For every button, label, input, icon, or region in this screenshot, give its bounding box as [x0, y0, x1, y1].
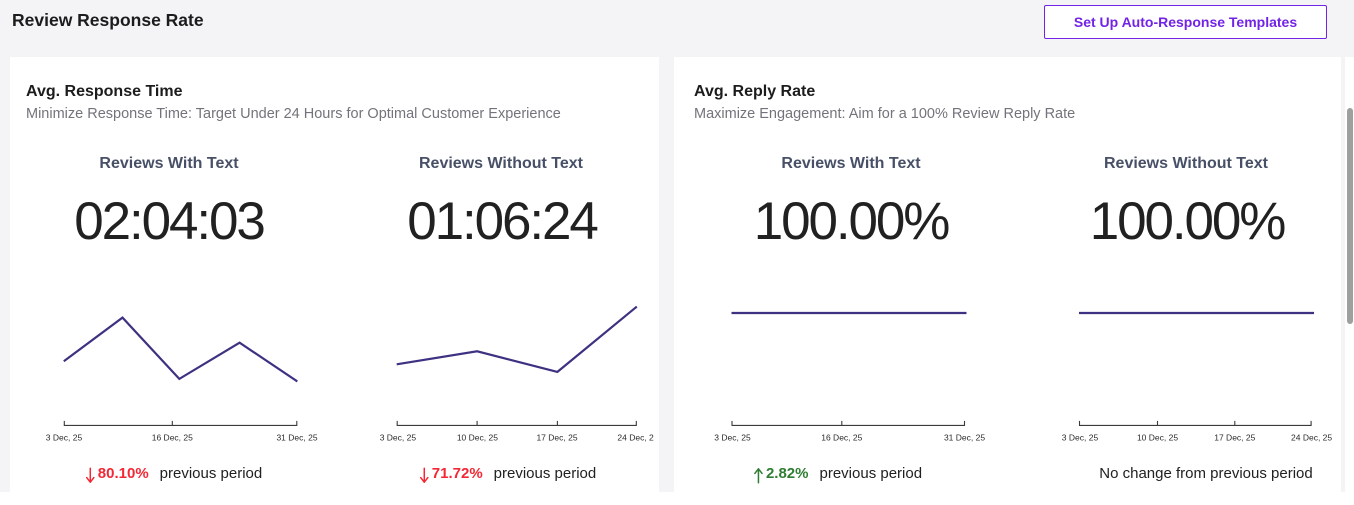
svg-text:16 Dec, 25: 16 Dec, 25: [152, 432, 193, 442]
svg-text:31 Dec, 25: 31 Dec, 25: [276, 432, 317, 442]
svg-text:3 Dec, 25: 3 Dec, 25: [46, 432, 83, 442]
svg-text:3 Dec, 25: 3 Dec, 25: [380, 432, 417, 442]
svg-text:24 Dec, 25: 24 Dec, 25: [1291, 432, 1332, 442]
svg-text:10 Dec, 25: 10 Dec, 25: [457, 432, 498, 442]
svg-text:17 Dec, 25: 17 Dec, 25: [536, 432, 577, 442]
svg-text:16 Dec, 25: 16 Dec, 25: [821, 432, 862, 442]
svg-text:10 Dec, 25: 10 Dec, 25: [1137, 432, 1178, 442]
svg-text:3 Dec, 25: 3 Dec, 25: [714, 432, 751, 442]
svg-text:17 Dec, 25: 17 Dec, 25: [1214, 432, 1255, 442]
svg-text:31 Dec, 25: 31 Dec, 25: [944, 432, 985, 442]
svg-text:3 Dec, 25: 3 Dec, 25: [1062, 432, 1099, 442]
svg-text:24 Dec, 2: 24 Dec, 2: [617, 432, 654, 442]
